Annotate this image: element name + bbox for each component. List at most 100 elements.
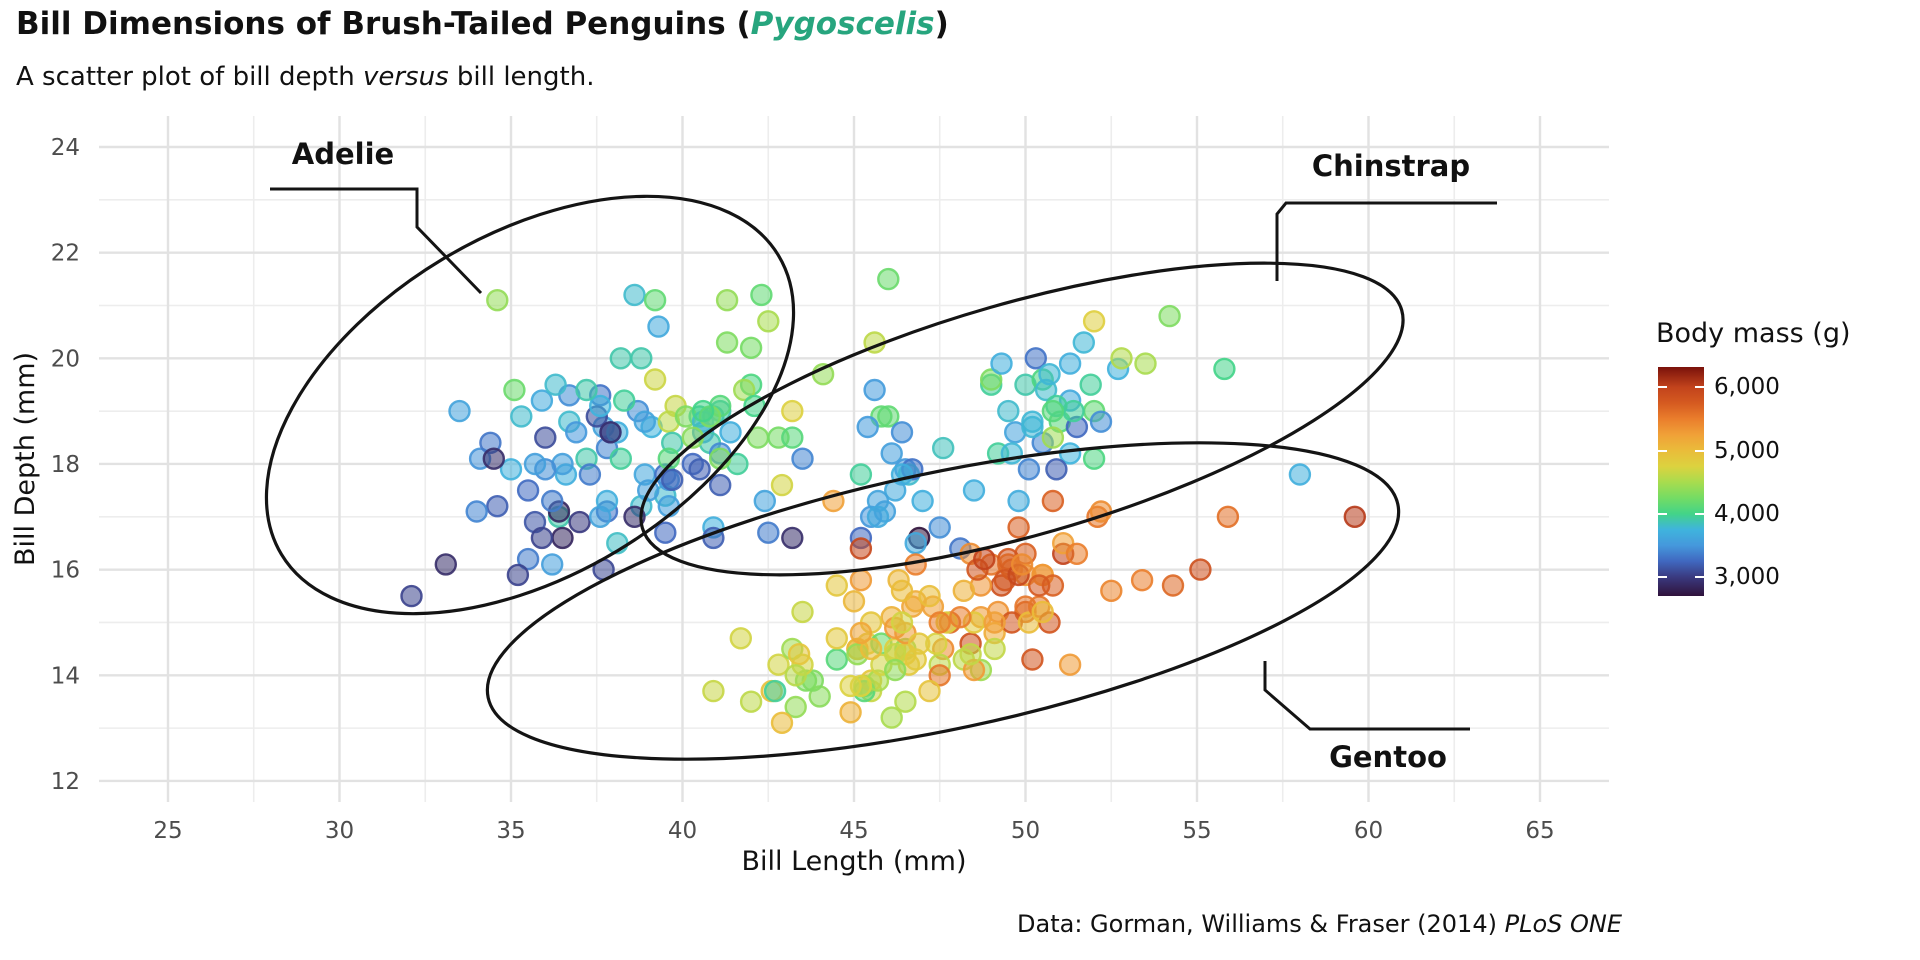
data-point: [1027, 574, 1051, 597]
data-point: [980, 368, 1003, 391]
y-axis-title: Bill Depth (mm): [10, 352, 41, 566]
data-point: [781, 526, 804, 550]
data-point: [1041, 489, 1065, 513]
data-point: [541, 489, 564, 513]
data-point: [866, 505, 890, 528]
data-points: [400, 267, 1367, 734]
data-point: [657, 447, 680, 470]
colorbar-tick-mark: [1695, 512, 1704, 515]
data-point: [1072, 331, 1096, 354]
chart-subtitle-pre: A scatter plot of bill depth: [16, 62, 363, 92]
data-point: [863, 378, 886, 402]
data-point: [1058, 352, 1082, 375]
data-point: [516, 479, 540, 502]
data-point: [753, 489, 776, 513]
data-point: [733, 378, 756, 402]
colorbar-tick-mark: [1658, 512, 1667, 515]
data-point: [781, 426, 804, 449]
data-point: [739, 690, 763, 713]
data-point: [691, 399, 715, 423]
data-point: [448, 399, 471, 423]
data-point: [918, 584, 941, 608]
data-point: [729, 627, 752, 650]
colorbar-gradient: [1658, 367, 1704, 596]
data-point: [1058, 653, 1082, 676]
data-point: [1110, 347, 1133, 370]
data-point: [739, 336, 763, 359]
data-point: [589, 394, 612, 418]
data-point: [1161, 574, 1185, 597]
colorbar-tick-mark: [1658, 386, 1667, 389]
species-label-adelie: Adelie: [291, 137, 395, 171]
data-point: [750, 283, 773, 307]
data-point: [890, 611, 914, 634]
data-point: [849, 463, 873, 486]
legend-title: Body mass (g): [1656, 318, 1851, 349]
data-point: [884, 658, 907, 682]
data-point: [842, 590, 866, 613]
data-point: [623, 283, 646, 307]
data-point: [486, 289, 509, 312]
y-tick-label: 20: [51, 346, 80, 372]
caption-italic: PLoS ONE: [1504, 910, 1622, 938]
data-point: [770, 711, 794, 734]
y-tick-label: 12: [51, 769, 80, 795]
data-point: [770, 473, 794, 497]
y-tick-label: 16: [51, 558, 80, 584]
data-point: [1089, 410, 1113, 433]
data-point: [784, 695, 807, 719]
data-point: [757, 310, 780, 333]
data-point: [465, 500, 488, 523]
data-point: [983, 637, 1006, 661]
colorbar-tick-mark: [1695, 576, 1704, 579]
axis-tick-labels: 25 30 35 40 45 50 55 60 65 12 14 16 18 20 22 24: [51, 135, 1555, 844]
data-point: [904, 532, 927, 555]
data-point: [719, 421, 742, 444]
data-point: [661, 468, 684, 491]
data-point: [575, 378, 598, 402]
data-point: [932, 436, 955, 460]
data-point: [962, 479, 986, 502]
data-point: [482, 447, 505, 470]
data-point: [1031, 600, 1054, 624]
data-point: [1288, 463, 1312, 486]
data-point: [877, 405, 900, 428]
data-point: [849, 621, 873, 645]
data-point: [1100, 579, 1123, 602]
data-point: [990, 352, 1013, 375]
chart-title: Bill Dimensions of Brush-Tailed Penguins…: [16, 6, 949, 42]
data-point: [859, 637, 883, 661]
data-point: [544, 373, 567, 396]
data-point: [709, 473, 732, 497]
data-point: [784, 664, 807, 687]
x-axis-title: Bill Length (mm): [742, 846, 967, 877]
data-point: [1130, 569, 1154, 592]
chart-subtitle: A scatter plot of bill depth versus bill…: [16, 62, 594, 92]
data-point: [541, 553, 564, 576]
data-point: [578, 463, 602, 486]
data-point: [1213, 357, 1236, 381]
data-point: [551, 526, 574, 550]
data-point: [1343, 505, 1367, 528]
data-point: [654, 521, 677, 544]
data-point: [609, 347, 632, 370]
data-point: [1134, 352, 1157, 375]
data-point: [589, 505, 612, 528]
data-point: [534, 426, 557, 449]
data-point: [959, 643, 982, 666]
data-point: [825, 648, 848, 671]
data-point: [973, 547, 996, 571]
data-point: [1041, 399, 1065, 423]
data-point: [643, 368, 667, 391]
x-tick-label: 55: [1182, 818, 1211, 844]
colorbar-tick-mark: [1658, 576, 1667, 579]
data-point: [1017, 458, 1041, 481]
data-point: [1216, 505, 1240, 528]
data-point: [1062, 399, 1085, 423]
data-point: [1021, 648, 1044, 671]
data-point: [849, 537, 873, 560]
data-point: [715, 331, 739, 354]
data-point: [757, 521, 780, 544]
